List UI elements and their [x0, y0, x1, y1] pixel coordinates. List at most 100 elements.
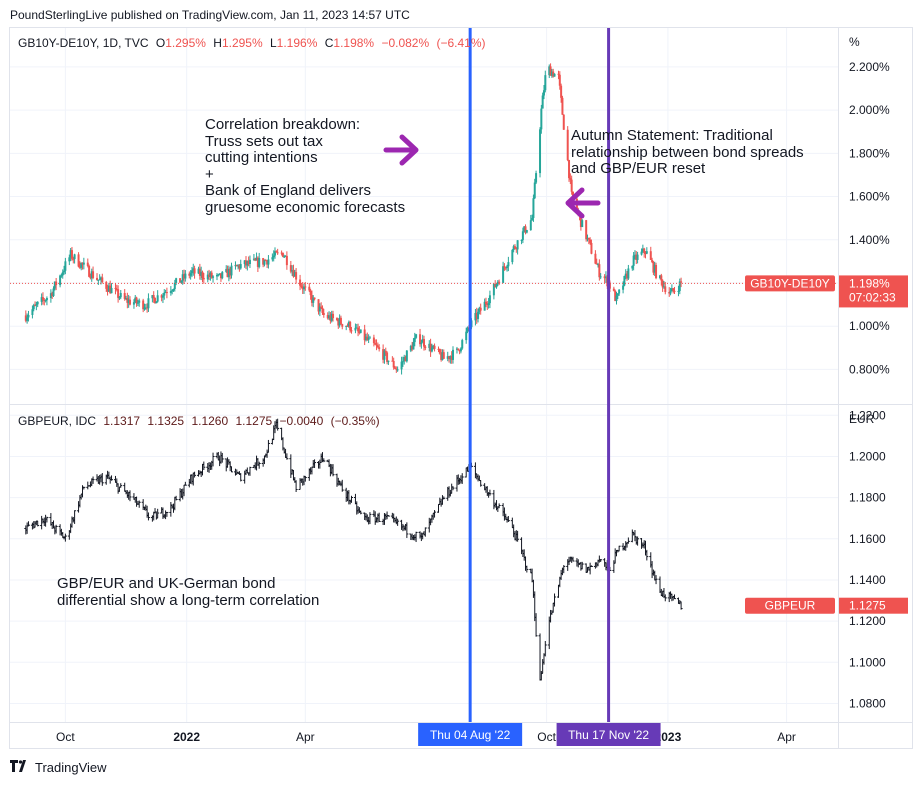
candle-body [97, 279, 100, 281]
candle-body [375, 344, 378, 346]
y-tick-label: 2.200% [849, 60, 890, 74]
candle-body [586, 237, 589, 240]
y-tick-label: 0.800% [849, 362, 890, 376]
candle-body [405, 350, 408, 362]
candle-body [486, 304, 489, 306]
candle-body [156, 295, 159, 302]
candle-body [136, 302, 139, 304]
candle-body [507, 262, 510, 267]
candle-body [172, 288, 175, 291]
candle-body [623, 275, 626, 286]
candle-body [219, 273, 222, 279]
candle-body [478, 307, 481, 312]
candle-body [338, 317, 341, 326]
candle-body [378, 347, 381, 350]
candle-body [69, 250, 72, 258]
arrow-right-icon [383, 134, 419, 166]
candle-body [53, 281, 56, 289]
candle-body [165, 292, 168, 294]
candle-body [77, 254, 80, 267]
symbol-tag [745, 597, 835, 614]
y-tick-label: 1.1600 [849, 532, 886, 546]
candle-body [440, 353, 443, 360]
candle-body [372, 337, 375, 344]
candle-body [299, 279, 302, 286]
x-tick-label: 2022 [173, 730, 200, 744]
candle-body [355, 327, 358, 329]
candle-body [308, 286, 311, 291]
candle-body [484, 301, 487, 305]
bottom-change-pct: (−0.35%) [330, 414, 380, 428]
candle-body [653, 264, 656, 273]
candle-body [458, 349, 461, 352]
publish-header: PoundSterlingLive published on TradingVi… [10, 8, 410, 22]
candle-body [134, 297, 137, 303]
candle-body [73, 254, 76, 260]
candle-body [310, 295, 313, 303]
symbol-tag-label: GB10Y-DE10Y [750, 276, 830, 290]
candle-body [63, 270, 66, 273]
tradingview-logo-icon [10, 760, 30, 775]
candle-body [419, 334, 422, 345]
candle-body [488, 295, 491, 304]
candle-body [525, 230, 528, 233]
gbpeur-chart: 1.2200 1.2000 1.1800 1.1600 1.1400 1.1200 1.10… [10, 405, 908, 722]
candle-body [374, 343, 377, 345]
candle-body [234, 265, 237, 267]
candle-body [201, 271, 204, 278]
candle-body [631, 265, 634, 269]
candle-body [420, 342, 423, 345]
candle-body [438, 349, 441, 354]
candle-body [138, 300, 141, 303]
y-tick-label: 1.2000 [849, 449, 886, 463]
candle-body [626, 273, 629, 279]
candle-body [521, 231, 524, 240]
candle-body [553, 73, 556, 77]
candle-body [595, 263, 598, 265]
candle-body [566, 129, 569, 161]
candle-body [262, 258, 265, 265]
candle-body [502, 266, 505, 283]
candle-body [430, 347, 433, 352]
candle-body [358, 331, 361, 333]
candle-body [208, 274, 211, 278]
candle-body [400, 361, 403, 370]
candle-body [569, 178, 572, 180]
candle-body [110, 287, 113, 294]
candle-body [664, 286, 667, 293]
candle-body [255, 257, 258, 261]
candle-body [256, 257, 259, 267]
candle-body [636, 254, 639, 260]
candle-body [326, 314, 329, 319]
candle-body [230, 265, 233, 276]
candle-body [386, 352, 389, 362]
candle-body [117, 289, 120, 298]
candle-body [246, 260, 249, 266]
candle-body [627, 268, 630, 279]
candle-body [511, 249, 514, 263]
candle-body [72, 258, 75, 260]
candle-body [465, 331, 468, 341]
candle-body [252, 258, 255, 260]
candle-body [506, 266, 509, 269]
x-tick-label: Apr [296, 730, 315, 744]
chart-frame [9, 27, 913, 749]
vertical-marker-tag [556, 723, 661, 746]
candle-body [483, 301, 486, 311]
candle-body [322, 312, 325, 315]
candle-body [144, 307, 147, 309]
candle-body [644, 253, 647, 255]
candle-body [570, 179, 573, 192]
top-close-label: C [324, 36, 334, 50]
candle-body [672, 288, 675, 291]
candle-body [558, 74, 561, 86]
candle-body [520, 239, 523, 241]
candle-body [86, 262, 89, 266]
candle-body [92, 271, 95, 278]
candle-body [125, 298, 128, 300]
candle-body [475, 312, 478, 319]
x-tick-label: Oct [56, 730, 75, 744]
top-change-value: −0.082% [381, 36, 430, 50]
candle-body [541, 95, 544, 109]
